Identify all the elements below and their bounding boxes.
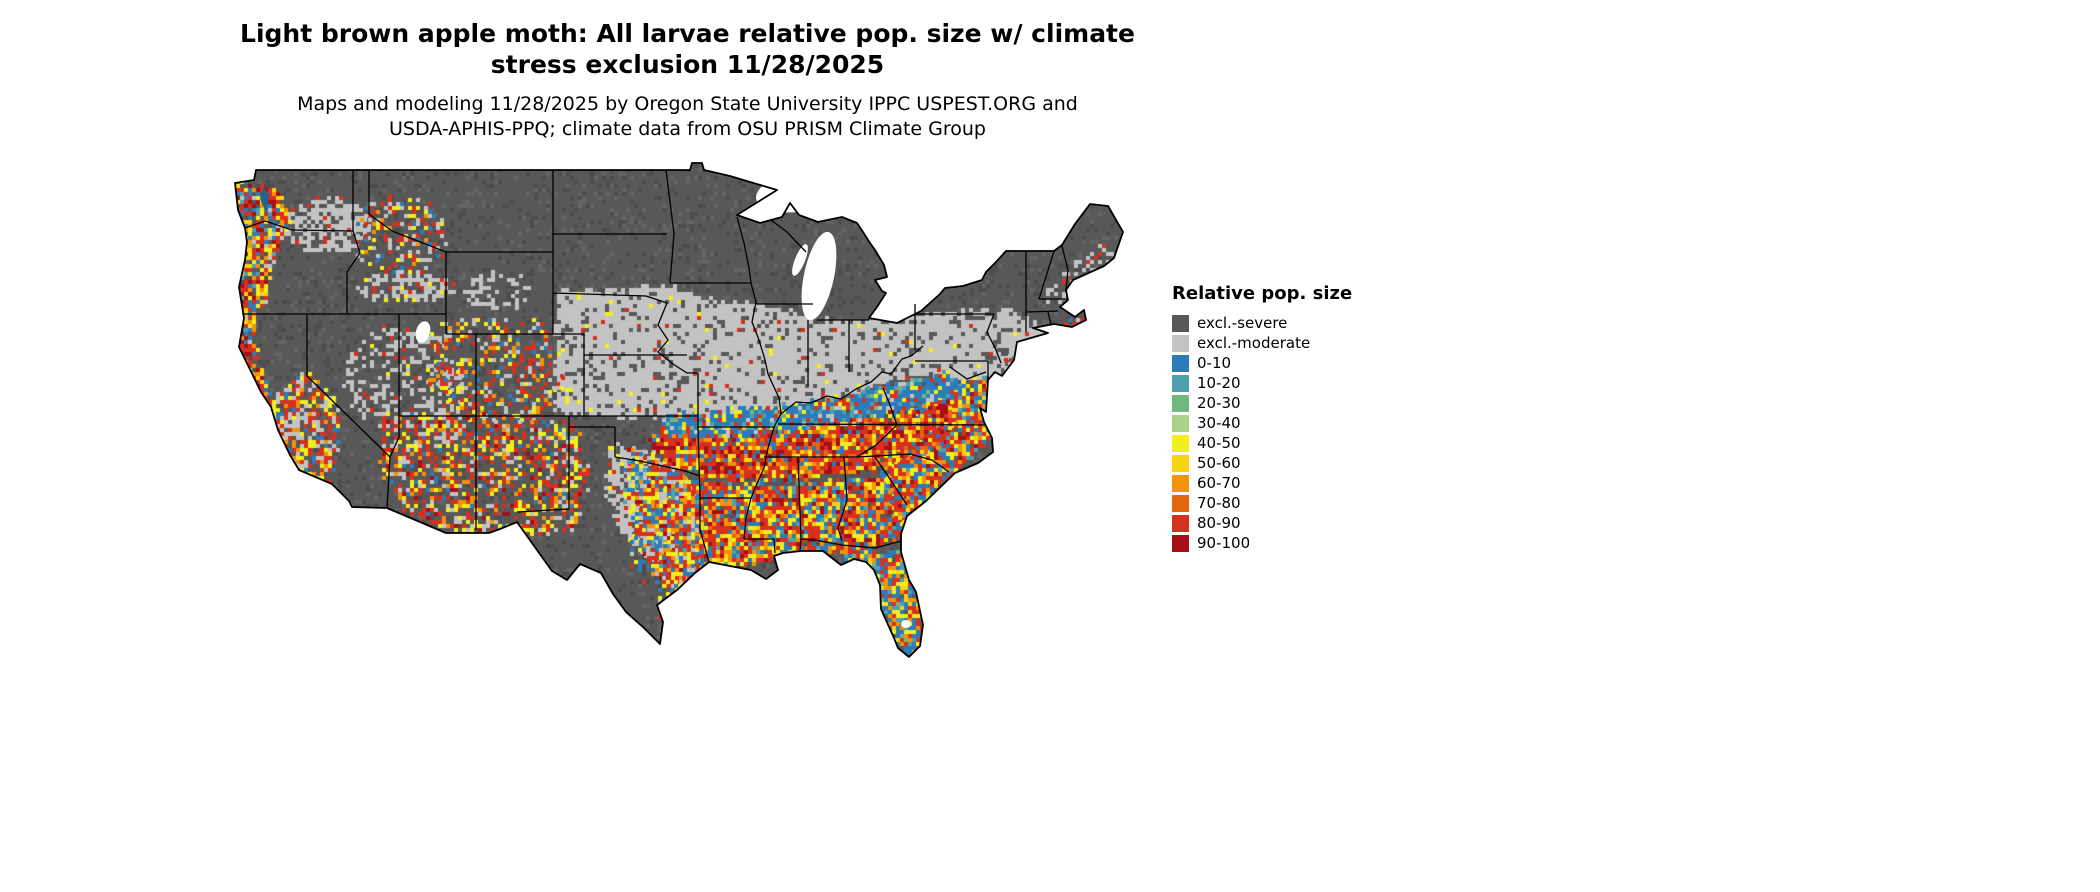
- legend-swatch: [1172, 454, 1189, 472]
- legend-label: 50-60: [1197, 454, 1241, 472]
- legend-swatch: [1172, 314, 1189, 332]
- map-title-line2: stress exclusion 11/28/2025: [490, 50, 885, 79]
- legend: Relative pop. size excl.-severe excl.-mod…: [1172, 283, 1352, 553]
- legend-item: 20-30: [1172, 393, 1352, 413]
- legend-swatch: [1172, 414, 1189, 432]
- legend-item: 70-80: [1172, 493, 1352, 513]
- legend-label: 20-30: [1197, 394, 1241, 412]
- legend-label: 80-90: [1197, 514, 1241, 532]
- us-map: [230, 160, 1140, 665]
- legend-label: 90-100: [1197, 534, 1251, 552]
- legend-item: 0-10: [1172, 353, 1352, 373]
- map-subtitle-line2: USDA-APHIS-PPQ; climate data from OSU PR…: [389, 118, 986, 141]
- legend-label: excl.-severe: [1197, 314, 1288, 332]
- legend-label: 40-50: [1197, 434, 1241, 452]
- legend-swatch: [1172, 514, 1189, 532]
- legend-item: 50-60: [1172, 453, 1352, 473]
- map-title-line1: Light brown apple moth: All larvae relat…: [240, 19, 1135, 48]
- legend-swatch: [1172, 474, 1189, 492]
- map-title: Light brown apple moth: All larvae relat…: [0, 18, 1375, 80]
- legend-swatch: [1172, 434, 1189, 452]
- legend-swatch: [1172, 534, 1189, 552]
- legend-items: excl.-severe excl.-moderate 0-10 10-20 20-30…: [1172, 313, 1352, 553]
- legend-item: 10-20: [1172, 373, 1352, 393]
- legend-swatch: [1172, 494, 1189, 512]
- legend-item: 40-50: [1172, 433, 1352, 453]
- map-raster-canvas: [230, 160, 1140, 665]
- legend-swatch: [1172, 354, 1189, 372]
- legend-item: 80-90: [1172, 513, 1352, 533]
- legend-item: excl.-severe: [1172, 313, 1352, 333]
- legend-item: excl.-moderate: [1172, 333, 1352, 353]
- legend-label: 0-10: [1197, 354, 1232, 372]
- legend-label: 30-40: [1197, 414, 1241, 432]
- legend-label: 60-70: [1197, 474, 1241, 492]
- great-salt-lake: [415, 321, 431, 343]
- lake-michigan: [801, 231, 837, 321]
- map-subtitle: Maps and modeling 11/28/2025 by Oregon S…: [0, 92, 1375, 143]
- legend-swatch: [1172, 334, 1189, 352]
- legend-swatch: [1172, 394, 1189, 412]
- legend-item: 90-100: [1172, 533, 1352, 553]
- legend-title: Relative pop. size: [1172, 283, 1353, 304]
- lake-superior: [756, 163, 864, 213]
- lake-okeechobee: [901, 620, 911, 628]
- puget-sound: [261, 187, 269, 213]
- legend-swatch: [1172, 374, 1189, 392]
- legend-label: 70-80: [1197, 494, 1241, 512]
- map-subtitle-line1: Maps and modeling 11/28/2025 by Oregon S…: [297, 93, 1078, 115]
- legend-item: 60-70: [1172, 473, 1352, 493]
- legend-label: 10-20: [1197, 374, 1241, 392]
- us-outline: [234, 162, 1124, 658]
- state-borders: [242, 169, 1069, 563]
- green-bay: [792, 244, 808, 276]
- legend-item: 30-40: [1172, 413, 1352, 433]
- legend-label: excl.-moderate: [1197, 334, 1311, 352]
- map-overlay: [234, 162, 1124, 658]
